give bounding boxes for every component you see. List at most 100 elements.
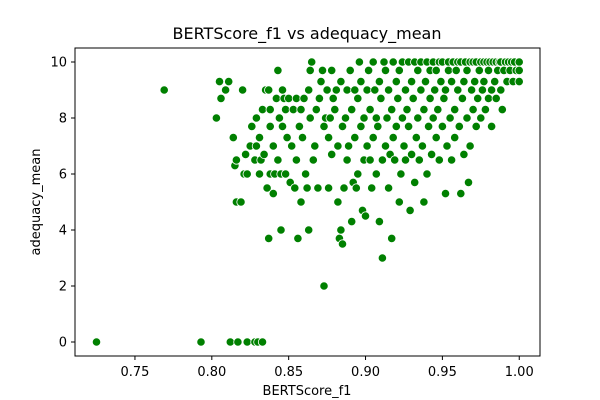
- data-point: [290, 183, 300, 193]
- data-point: [254, 133, 265, 143]
- data-point: [490, 77, 500, 87]
- data-point: [304, 225, 314, 235]
- data-point: [328, 93, 338, 104]
- data-point: [480, 105, 490, 115]
- data-point: [383, 85, 394, 95]
- data-point: [473, 93, 483, 104]
- data-point: [374, 217, 384, 227]
- data-point: [294, 121, 304, 132]
- data-point: [277, 121, 288, 132]
- data-point: [377, 253, 387, 263]
- data-point: [420, 77, 431, 87]
- data-point: [514, 77, 524, 87]
- data-point: [310, 141, 320, 151]
- data-point: [388, 133, 398, 143]
- data-point: [450, 105, 460, 115]
- data-point: [356, 121, 366, 132]
- data-point: [483, 65, 494, 76]
- data-point: [300, 169, 311, 179]
- data-point: [390, 155, 400, 165]
- data-point: [159, 85, 169, 95]
- data-point: [514, 57, 524, 67]
- data-point: [457, 93, 467, 104]
- data-point: [308, 155, 318, 165]
- data-point: [439, 93, 449, 104]
- data-point: [304, 85, 314, 95]
- data-point: [399, 141, 409, 151]
- data-point: [383, 183, 394, 193]
- data-point: [280, 169, 291, 179]
- data-point: [497, 105, 507, 115]
- data-point: [422, 169, 432, 179]
- data-point: [393, 93, 403, 104]
- data-point: [363, 65, 374, 76]
- data-point: [211, 113, 221, 123]
- data-point: [293, 233, 303, 243]
- data-point: [287, 141, 297, 151]
- data-point: [408, 93, 418, 104]
- x-axis: 0.75 0.80 0.85 0.90 0.95 1.00: [120, 356, 534, 380]
- data-point: [268, 141, 278, 151]
- x-tick-label: 0.80: [197, 365, 226, 380]
- data-point: [387, 233, 397, 243]
- data-point: [380, 141, 391, 151]
- data-point: [254, 169, 265, 179]
- data-point: [465, 141, 475, 151]
- y-tick-label: 2: [59, 280, 67, 295]
- data-point: [417, 141, 427, 151]
- data-point: [365, 105, 375, 115]
- data-point: [373, 121, 383, 132]
- data-point: [354, 57, 364, 67]
- data-point: [411, 133, 421, 143]
- data-point: [305, 65, 315, 76]
- data-point: [291, 155, 301, 165]
- data-point: [410, 177, 420, 187]
- data-point: [416, 85, 426, 95]
- data-point: [196, 337, 206, 347]
- data-point: [319, 281, 329, 291]
- data-point: [284, 93, 294, 104]
- data-point: [296, 197, 306, 207]
- data-point: [356, 77, 366, 87]
- data-point: [459, 149, 469, 159]
- data-point: [368, 57, 378, 67]
- data-point: [225, 337, 235, 347]
- data-point: [343, 141, 354, 151]
- data-point: [350, 133, 360, 143]
- data-point: [317, 65, 328, 76]
- data-point: [430, 85, 440, 95]
- y-axis-title: adequacy_mean: [29, 149, 44, 256]
- data-point: [388, 57, 398, 67]
- data-point: [377, 155, 387, 165]
- data-point: [336, 77, 346, 87]
- data-point: [374, 77, 384, 87]
- data-point: [362, 85, 372, 95]
- data-point: [297, 133, 308, 143]
- y-tick-label: 6: [59, 168, 67, 183]
- data-point: [323, 183, 334, 193]
- data-point: [426, 149, 437, 159]
- data-point: [305, 113, 315, 123]
- data-point: [440, 189, 451, 199]
- data-point: [347, 105, 357, 115]
- data-point: [370, 85, 380, 95]
- data-point: [425, 93, 435, 104]
- data-point: [368, 133, 378, 143]
- data-point: [264, 85, 274, 95]
- data-point: [216, 93, 226, 104]
- data-point: [221, 85, 231, 95]
- data-point: [337, 239, 348, 249]
- data-point: [265, 121, 275, 132]
- data-point: [265, 105, 275, 115]
- data-point: [299, 93, 309, 104]
- data-point: [231, 155, 241, 165]
- data-point: [311, 105, 321, 115]
- data-point: [214, 77, 225, 87]
- data-point: [350, 85, 360, 95]
- data-point: [238, 85, 248, 95]
- data-point: [413, 65, 423, 76]
- data-point: [491, 93, 501, 104]
- data-point: [451, 65, 461, 76]
- data-point: [483, 93, 494, 104]
